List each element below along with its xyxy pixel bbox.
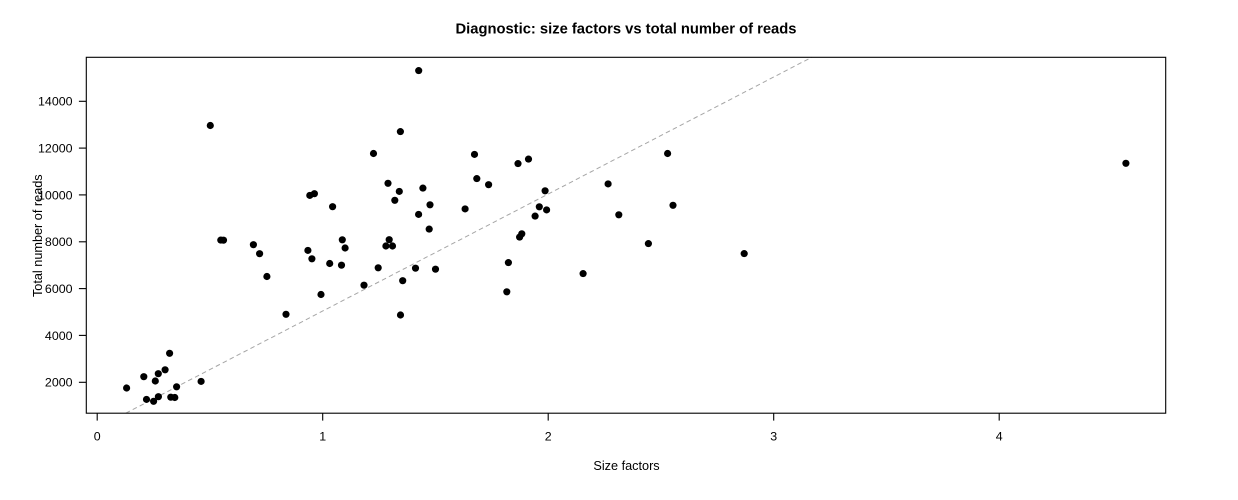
svg-text:2: 2 <box>545 430 552 444</box>
svg-text:Size factors: Size factors <box>593 459 659 473</box>
svg-text:2000: 2000 <box>45 376 73 390</box>
svg-text:14000: 14000 <box>38 95 73 109</box>
svg-text:12000: 12000 <box>38 142 73 156</box>
svg-text:Total number of reads: Total number of reads <box>31 174 45 297</box>
svg-text:10000: 10000 <box>38 188 73 202</box>
svg-text:4: 4 <box>996 430 1003 444</box>
svg-text:0: 0 <box>94 430 101 444</box>
svg-text:8000: 8000 <box>45 235 73 249</box>
svg-text:4000: 4000 <box>45 329 73 343</box>
svg-text:1: 1 <box>319 430 326 444</box>
svg-text:6000: 6000 <box>45 282 73 296</box>
svg-text:3: 3 <box>770 430 777 444</box>
svg-text:Diagnostic: size factors vs to: Diagnostic: size factors vs total number… <box>456 21 797 37</box>
